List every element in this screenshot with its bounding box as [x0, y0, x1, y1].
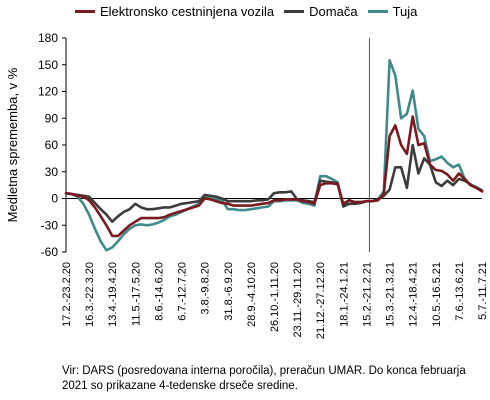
- x-tick-label: 5.7.-11.7.21: [477, 262, 489, 320]
- y-tick-label: 180: [38, 31, 58, 45]
- y-tick-label: 30: [45, 165, 59, 179]
- x-tick-label: 16.3.-22.3.20: [84, 262, 96, 327]
- legend-swatch-elektronsko: [75, 10, 95, 13]
- x-tick-label: 23.11.-29.11.20: [292, 262, 304, 337]
- series-line-domaca: [64, 143, 484, 223]
- x-tick-label: 6.7.-12.7.20: [177, 262, 189, 321]
- y-axis-title: Medletna sprememba, v %: [5, 67, 20, 222]
- y-tick-label: 150: [38, 58, 58, 72]
- x-tick-label: 8.6.-14.6.20: [153, 262, 165, 321]
- legend-swatch-tuja: [367, 10, 388, 13]
- legend-label-domaca: Domača: [309, 4, 358, 19]
- x-tick-label: 13.4.-19.4.20: [107, 262, 119, 327]
- x-tick-label: 26.10.-1.11.20: [269, 262, 281, 332]
- y-tick-label: 120: [38, 85, 58, 99]
- x-tick-label: 3.8.-9.8.20: [200, 262, 212, 315]
- x-tick-label: 17.2.-23.2.20: [61, 262, 73, 327]
- x-tick-label: 15.2.-21.2.21: [361, 262, 373, 327]
- x-tick-label: 15.3.-21.3.21: [385, 262, 397, 327]
- x-tick-label: 21.12.-27.12.20: [315, 262, 327, 339]
- y-tick-label: -60: [41, 245, 59, 259]
- legend-item-tuja: Tuja: [367, 4, 418, 19]
- x-tick-label: 12.4.-18.4.21: [408, 262, 420, 327]
- y-tick-label: 90: [45, 111, 59, 125]
- legend-label-elektronsko: Elektronsko cestninjena vozila: [100, 4, 275, 19]
- legend-label-tuja: Tuja: [392, 4, 418, 19]
- y-tick-label: -30: [41, 218, 59, 232]
- x-tick-label: 28.9.-4.10.20: [246, 262, 258, 327]
- x-tick-label: 10.5.-16.5.21: [431, 262, 443, 327]
- x-tick-label: 18.1.-24.1.21: [338, 262, 350, 327]
- x-tick-label: 7.6.-13.6.21: [454, 262, 466, 321]
- chart-legend: Elektronsko cestninjena vozila Domača Tu…: [75, 4, 417, 19]
- legend-swatch-domaca: [284, 10, 305, 13]
- legend-item-elektronsko: Elektronsko cestninjena vozila: [75, 4, 274, 19]
- series-line-tuja: [64, 58, 484, 252]
- x-tick-label: 31.8.-6.9.20: [223, 262, 235, 321]
- source-note: Vir: DARS (posredovana interna poročila)…: [62, 365, 466, 392]
- series-line-elektronsko: [64, 115, 484, 238]
- y-tick-label: 0: [51, 192, 58, 206]
- y-tick-label: 60: [45, 138, 59, 152]
- legend-item-domaca: Domača: [284, 4, 358, 19]
- x-tick-label: 11.5.-17.5.20: [130, 262, 142, 326]
